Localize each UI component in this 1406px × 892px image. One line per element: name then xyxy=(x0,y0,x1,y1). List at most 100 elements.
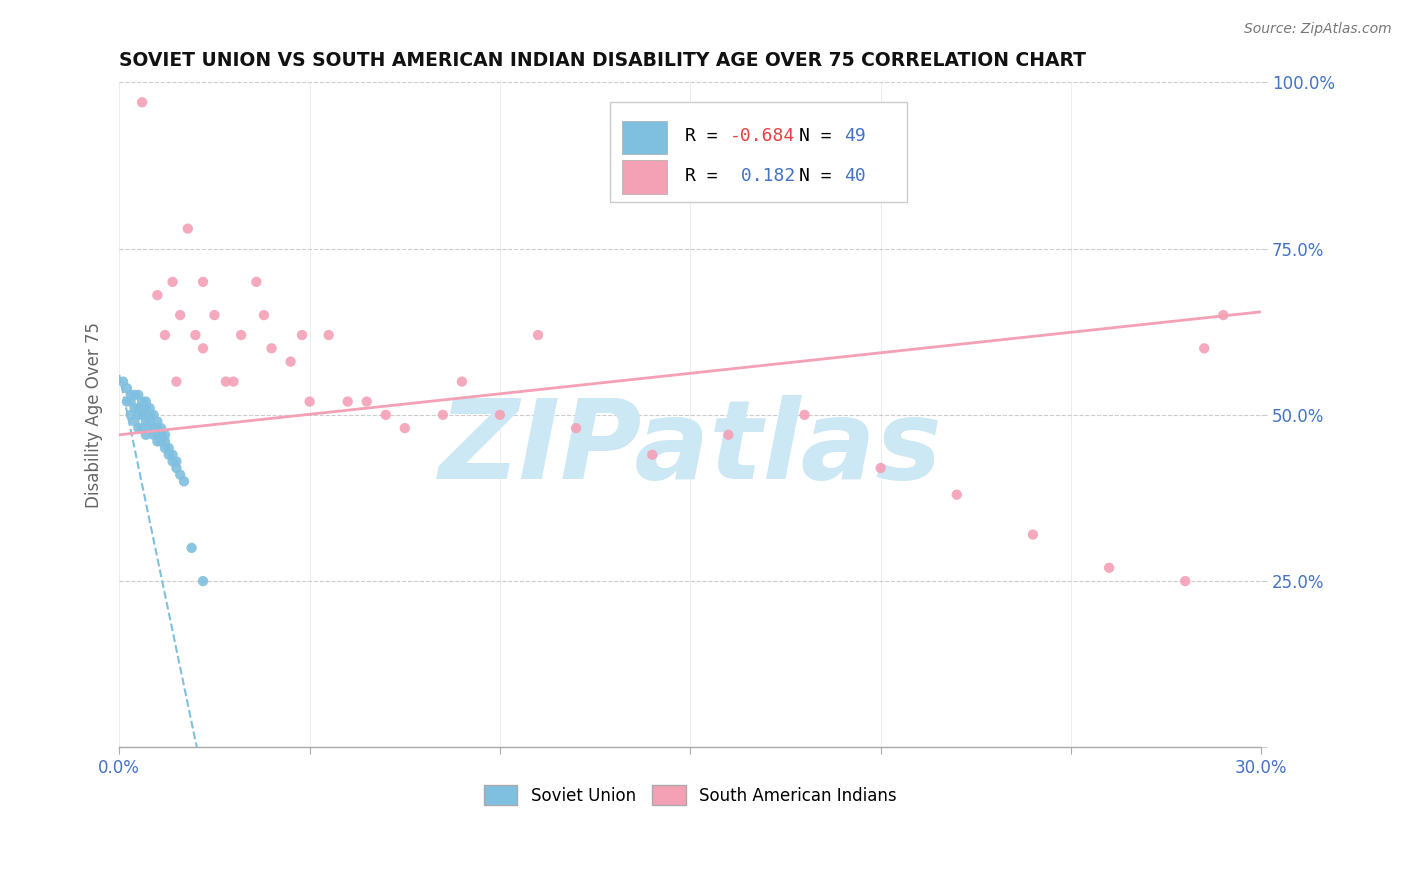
Point xyxy=(191,574,214,588)
Text: -0.684: -0.684 xyxy=(730,127,796,145)
Point xyxy=(120,394,142,409)
Point xyxy=(253,308,276,322)
Point xyxy=(451,375,474,389)
Point xyxy=(146,427,169,442)
Point xyxy=(124,415,146,429)
Point xyxy=(142,421,165,435)
Point xyxy=(869,461,891,475)
Text: ZIPatlas: ZIPatlas xyxy=(439,394,942,501)
Point xyxy=(120,408,142,422)
Point xyxy=(131,421,153,435)
Point xyxy=(1194,342,1216,356)
Point xyxy=(153,434,176,449)
Point xyxy=(717,427,740,442)
Point xyxy=(135,401,157,416)
Text: R =: R = xyxy=(685,127,728,145)
Point xyxy=(177,221,200,235)
Point xyxy=(1098,561,1121,575)
Point xyxy=(215,375,238,389)
Point xyxy=(565,421,588,435)
Point xyxy=(153,427,176,442)
Point xyxy=(146,415,169,429)
Text: N =: N = xyxy=(799,127,842,145)
Point xyxy=(394,421,416,435)
Point xyxy=(135,394,157,409)
Point xyxy=(157,441,180,455)
Legend: Soviet Union, South American Indians: Soviet Union, South American Indians xyxy=(477,779,903,812)
Point xyxy=(291,328,314,343)
Point xyxy=(169,467,191,482)
Point xyxy=(124,388,146,402)
Point xyxy=(150,421,173,435)
Point xyxy=(135,427,157,442)
Point xyxy=(162,454,184,468)
Point xyxy=(641,448,664,462)
Point xyxy=(356,394,378,409)
Point xyxy=(245,275,267,289)
Point xyxy=(162,448,184,462)
Point xyxy=(135,415,157,429)
Point xyxy=(1174,574,1197,588)
Point xyxy=(146,421,169,435)
Point xyxy=(191,275,214,289)
Point xyxy=(527,328,550,343)
Point xyxy=(153,328,176,343)
Point xyxy=(146,434,169,449)
Point xyxy=(162,275,184,289)
Point xyxy=(1212,308,1234,322)
Point xyxy=(124,401,146,416)
Text: 0.182: 0.182 xyxy=(730,167,796,185)
Point xyxy=(115,394,138,409)
Point xyxy=(127,388,149,402)
Point xyxy=(131,95,153,110)
Point xyxy=(131,401,153,416)
Point xyxy=(1022,527,1045,541)
Point xyxy=(112,375,135,389)
FancyBboxPatch shape xyxy=(610,103,907,202)
Point xyxy=(127,401,149,416)
Bar xyxy=(621,120,668,153)
Y-axis label: Disability Age Over 75: Disability Age Over 75 xyxy=(86,322,103,508)
Point xyxy=(946,488,969,502)
Point xyxy=(127,408,149,422)
Point xyxy=(184,328,207,343)
Text: 40: 40 xyxy=(845,167,866,185)
Point xyxy=(173,475,195,489)
Point xyxy=(298,394,321,409)
Point xyxy=(374,408,396,422)
Point xyxy=(204,308,226,322)
Point xyxy=(120,388,142,402)
Point xyxy=(142,427,165,442)
Point xyxy=(138,415,160,429)
Point xyxy=(135,408,157,422)
Text: N =: N = xyxy=(799,167,842,185)
Point xyxy=(153,441,176,455)
Text: Source: ZipAtlas.com: Source: ZipAtlas.com xyxy=(1244,22,1392,37)
Text: SOVIET UNION VS SOUTH AMERICAN INDIAN DISABILITY AGE OVER 75 CORRELATION CHART: SOVIET UNION VS SOUTH AMERICAN INDIAN DI… xyxy=(120,51,1087,70)
Point xyxy=(131,394,153,409)
Point xyxy=(115,381,138,395)
Point xyxy=(138,408,160,422)
Point xyxy=(138,421,160,435)
Point xyxy=(142,408,165,422)
Point xyxy=(131,408,153,422)
Point xyxy=(260,342,283,356)
Point xyxy=(165,461,187,475)
Text: 49: 49 xyxy=(845,127,866,145)
Point xyxy=(318,328,340,343)
Point xyxy=(793,408,815,422)
Point xyxy=(165,454,187,468)
Point xyxy=(146,288,169,302)
Text: R =: R = xyxy=(685,167,728,185)
Point xyxy=(180,541,202,555)
Point xyxy=(150,434,173,449)
Point xyxy=(127,421,149,435)
Point xyxy=(169,308,191,322)
Point xyxy=(432,408,454,422)
Point xyxy=(138,401,160,416)
Point xyxy=(157,448,180,462)
Point xyxy=(165,375,187,389)
Point xyxy=(336,394,359,409)
Point xyxy=(280,354,302,368)
Point xyxy=(191,342,214,356)
